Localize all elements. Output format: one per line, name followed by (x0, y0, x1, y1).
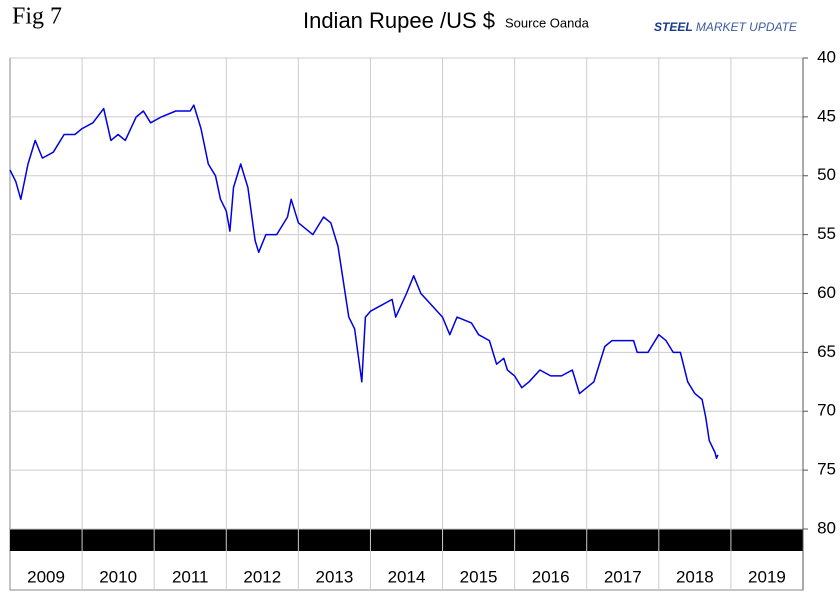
line (9, 104, 719, 460)
axis-band (10, 529, 803, 551)
logo: STEEL MARKET UPDATE (654, 20, 798, 34)
plot-frame (9, 57, 804, 591)
y-tick-label: 60 (817, 283, 836, 302)
y-tick-label: 45 (817, 106, 836, 125)
x-tick-label: 2012 (243, 567, 281, 586)
x-tick-label: 2019 (748, 567, 786, 586)
x-tick-label: 2013 (315, 567, 353, 586)
y-tick-label: 50 (817, 165, 836, 184)
x-tick-label: 2016 (532, 567, 570, 586)
fig-label: Fig 7 (12, 4, 62, 30)
x-tick-label: 2011 (172, 567, 209, 586)
y-tick-label: 75 (817, 460, 836, 479)
y-tick-label: 80 (817, 518, 836, 537)
x-tick-label: 2009 (27, 567, 65, 586)
y-tick-label: 40 (817, 47, 836, 66)
y-tick-label: 65 (817, 342, 836, 361)
logo-second: MARKET UPDATE (696, 20, 798, 34)
logo-first: STEEL (654, 20, 692, 34)
x-tick-label: 2018 (676, 567, 714, 586)
x-tick-label: 2017 (604, 567, 642, 586)
y-tick-label: 70 (817, 401, 836, 420)
chart-title: Indian Rupee /US $ (303, 8, 495, 33)
x-tick-label: 2015 (460, 567, 498, 586)
y-tick-label: 55 (817, 224, 836, 243)
x-tick-label: 2010 (99, 567, 137, 586)
x-tick-label: 2014 (388, 567, 426, 586)
chart-subtitle: Source Oanda (505, 15, 590, 30)
